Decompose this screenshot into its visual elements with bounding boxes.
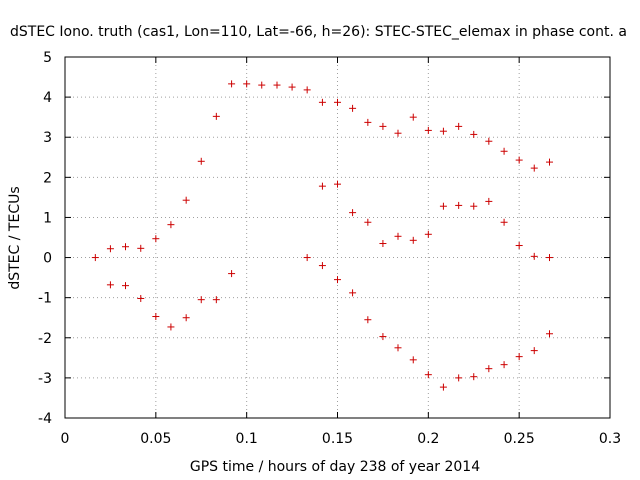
data-point — [303, 86, 311, 94]
x-tick-label: 0.1 — [236, 431, 258, 447]
data-point — [228, 80, 236, 88]
x-tick-label: 0.25 — [504, 431, 535, 447]
data-point — [167, 221, 175, 229]
data-point — [318, 262, 326, 270]
data-point — [334, 276, 341, 284]
data-point — [546, 330, 554, 338]
data-point — [530, 252, 538, 260]
data-point — [394, 344, 402, 352]
data-point — [500, 361, 508, 369]
data-point — [364, 118, 372, 126]
x-tick-label: 0 — [61, 431, 70, 447]
data-point — [515, 242, 523, 250]
data-point — [258, 81, 266, 89]
data-point — [197, 157, 205, 165]
data-point — [152, 235, 160, 243]
data-point — [318, 182, 326, 190]
y-axis-label: dSTEC / TECUs — [7, 186, 23, 289]
y-tick-label: -1 — [38, 291, 52, 307]
axis-ticks — [64, 56, 611, 419]
data-point — [152, 313, 160, 321]
data-point — [515, 156, 523, 164]
data-point — [500, 218, 508, 226]
data-point — [485, 197, 493, 205]
data-point — [424, 126, 432, 134]
data-point — [379, 240, 387, 248]
y-tick-label: 1 — [43, 210, 52, 226]
data-point — [106, 281, 114, 289]
data-point — [364, 316, 372, 324]
x-tick-label: 0.3 — [599, 431, 621, 447]
data-points — [91, 80, 554, 391]
data-point — [470, 373, 478, 381]
data-point — [137, 244, 145, 252]
x-tick-label: 0.05 — [140, 431, 171, 447]
y-tick-label: 4 — [43, 90, 52, 106]
data-point — [349, 104, 357, 112]
data-point — [167, 323, 175, 331]
data-point — [303, 254, 311, 262]
data-point — [485, 137, 493, 145]
data-point — [394, 232, 402, 240]
y-tick-label: 2 — [43, 170, 52, 186]
data-point — [288, 83, 296, 91]
y-tick-label: -4 — [38, 411, 52, 427]
data-point — [455, 122, 463, 130]
x-tick-label: 0.15 — [322, 431, 353, 447]
data-point — [470, 202, 478, 210]
data-point — [212, 112, 220, 120]
data-point — [243, 80, 251, 88]
data-point — [334, 98, 341, 106]
data-point — [394, 129, 402, 137]
y-tick-labels: -4 -3 -2 -1 0 1 2 3 4 5 — [38, 50, 52, 427]
data-point — [318, 98, 326, 106]
data-point — [530, 164, 538, 172]
x-tick-labels: 0 0.05 0.1 0.15 0.2 0.25 0.3 — [61, 431, 622, 447]
data-point — [91, 254, 99, 262]
data-point — [485, 365, 493, 373]
data-point — [137, 294, 145, 302]
y-tick-label: 0 — [43, 251, 52, 267]
data-point — [379, 122, 387, 130]
x-axis-label: GPS time / hours of day 238 of year 2014 — [190, 459, 480, 475]
data-point — [409, 113, 417, 121]
grid-lines — [65, 57, 610, 418]
data-point — [182, 196, 190, 204]
data-point — [439, 202, 447, 210]
data-point — [439, 127, 447, 135]
y-tick-label: 5 — [43, 50, 52, 66]
chart-title: dSTEC Iono. truth (cas1, Lon=110, Lat=-6… — [10, 24, 627, 40]
data-point — [455, 374, 463, 382]
data-point — [546, 254, 554, 262]
data-point — [409, 356, 417, 364]
data-point — [121, 243, 129, 251]
x-tick-label: 0.2 — [417, 431, 439, 447]
y-tick-label: -3 — [38, 371, 52, 387]
data-point — [455, 201, 463, 209]
data-point — [500, 147, 508, 155]
data-point — [470, 130, 478, 138]
data-point — [364, 218, 372, 226]
data-point — [212, 296, 220, 304]
data-point — [334, 180, 341, 188]
data-point — [530, 347, 538, 355]
data-point — [546, 158, 554, 166]
y-tick-label: 3 — [43, 130, 52, 146]
data-point — [515, 353, 523, 361]
data-point — [379, 333, 387, 341]
data-point — [409, 236, 417, 244]
data-point — [439, 383, 447, 391]
data-point — [121, 282, 129, 290]
data-point — [349, 289, 357, 297]
data-point — [349, 209, 357, 217]
data-point — [273, 81, 281, 89]
data-point — [228, 270, 236, 278]
y-tick-label: -2 — [38, 331, 52, 347]
data-point — [197, 296, 205, 304]
data-point — [182, 314, 190, 322]
data-point — [424, 371, 432, 379]
data-point — [106, 245, 114, 253]
data-point — [424, 230, 432, 238]
